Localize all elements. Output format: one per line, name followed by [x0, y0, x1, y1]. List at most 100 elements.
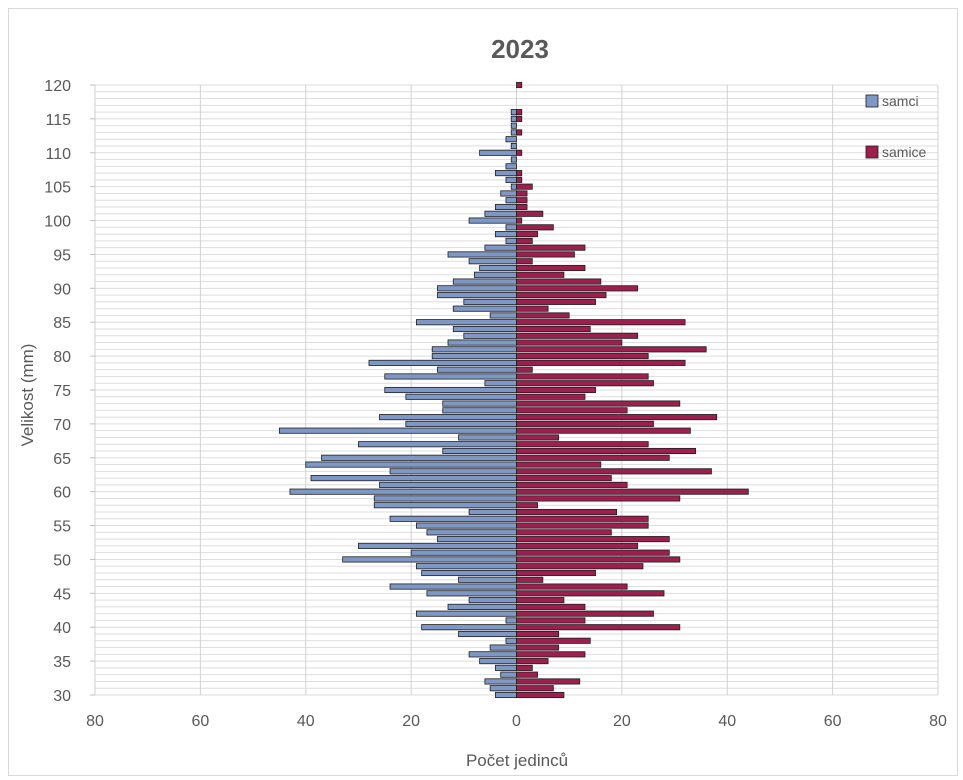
- bar-samci: [426, 590, 517, 597]
- bar-samci: [437, 366, 517, 373]
- y-tick-label: 45: [53, 586, 71, 603]
- bar-samice: [516, 170, 523, 177]
- bar-samice: [516, 569, 596, 577]
- bar-samci: [505, 163, 517, 170]
- bar-samci: [495, 231, 517, 238]
- bar-samci: [495, 691, 517, 699]
- bar-samice: [516, 685, 554, 692]
- bar-samice: [516, 536, 670, 543]
- bar-samice: [516, 420, 654, 427]
- x-tick-label: 80: [929, 713, 947, 730]
- bar-samci: [379, 414, 517, 421]
- x-tick-label: 60: [824, 713, 842, 730]
- bar-samice: [516, 298, 596, 305]
- bar-samci: [358, 441, 517, 448]
- bar-samci: [510, 142, 517, 150]
- bar-samci: [305, 461, 517, 468]
- bar-samice: [516, 264, 586, 272]
- bar-samice: [516, 400, 681, 407]
- bar-samice: [516, 542, 639, 549]
- bar-samci: [321, 454, 517, 461]
- bar-samci: [458, 630, 517, 638]
- bar-samice: [516, 285, 639, 292]
- y-tick-label: 90: [53, 281, 71, 298]
- bar-samci: [468, 217, 517, 224]
- bar-samci: [289, 488, 517, 495]
- bar-samci: [447, 339, 517, 346]
- y-tick-label: 60: [53, 485, 71, 502]
- bar-samci: [479, 658, 517, 665]
- bar-samci: [495, 664, 517, 671]
- bar-samci: [458, 434, 517, 441]
- bar-samci: [505, 237, 517, 244]
- bar-samice: [516, 190, 528, 197]
- bar-samice: [516, 637, 591, 644]
- x-tick-label: 80: [86, 713, 104, 730]
- bar-samice: [516, 434, 560, 441]
- bar-samice: [516, 556, 681, 563]
- bar-samice: [516, 81, 523, 89]
- bar-samci: [405, 393, 517, 400]
- bar-samice: [516, 590, 665, 597]
- bar-samci: [437, 292, 517, 299]
- bar-samci: [368, 359, 517, 366]
- bar-samci: [421, 569, 517, 577]
- x-tick-label: 20: [613, 713, 631, 730]
- bar-samice: [516, 468, 712, 475]
- bar-samice: [516, 197, 528, 204]
- y-tick-label: 105: [44, 180, 71, 197]
- bar-samice: [516, 244, 586, 251]
- y-tick-label: 30: [53, 688, 71, 705]
- bar-samice: [516, 393, 586, 400]
- bar-samice: [516, 203, 528, 211]
- bar-samci: [415, 563, 517, 570]
- bar-samice: [516, 441, 649, 448]
- bar-samice: [516, 339, 623, 346]
- bar-samci: [468, 651, 517, 658]
- bar-samci: [310, 475, 517, 482]
- bar-samice: [516, 549, 670, 556]
- bar-samice: [516, 386, 596, 394]
- y-tick-label: 115: [45, 112, 71, 129]
- bar-samci: [489, 685, 517, 692]
- bar-samci: [463, 298, 517, 305]
- bar-samci: [505, 224, 517, 231]
- bar-samice: [516, 502, 538, 509]
- bar-samice: [516, 583, 628, 590]
- bar-samci: [510, 115, 517, 122]
- legend-swatch-samice: [865, 145, 879, 159]
- bar-samice: [516, 292, 607, 299]
- bar-samice: [516, 210, 544, 217]
- bar-samci: [373, 502, 517, 509]
- bar-samci: [389, 468, 517, 475]
- y-tick-label: 110: [45, 146, 71, 163]
- bar-samice: [516, 251, 575, 258]
- y-tick-label: 80: [53, 349, 71, 366]
- bar-samci: [410, 549, 517, 556]
- legend-swatch-samci: [865, 94, 879, 108]
- bar-samci: [484, 678, 517, 685]
- y-tick-label: 85: [53, 315, 71, 332]
- bar-samci: [389, 515, 517, 522]
- bar-samice: [516, 658, 549, 665]
- bar-samice: [516, 129, 523, 136]
- bar-samci: [415, 319, 517, 326]
- bar-samci: [505, 197, 517, 204]
- bar-samci: [510, 183, 517, 190]
- bar-samice: [516, 617, 586, 624]
- bar-samice: [516, 508, 618, 516]
- bar-samci: [379, 481, 517, 488]
- bar-samci: [505, 136, 517, 143]
- bar-samci: [452, 325, 517, 333]
- legend: samci samice: [865, 93, 927, 160]
- bar-samci: [468, 258, 517, 265]
- bar-samice: [516, 651, 586, 658]
- y-tick-label: 100: [44, 214, 71, 231]
- bar-samci: [473, 271, 517, 278]
- x-tick-label: 60: [191, 713, 209, 730]
- bar-samice: [516, 115, 523, 122]
- chart-title: 2023: [491, 34, 549, 64]
- bar-samice: [516, 271, 565, 278]
- x-tick-label: 40: [297, 713, 315, 730]
- bar-samice: [516, 305, 549, 312]
